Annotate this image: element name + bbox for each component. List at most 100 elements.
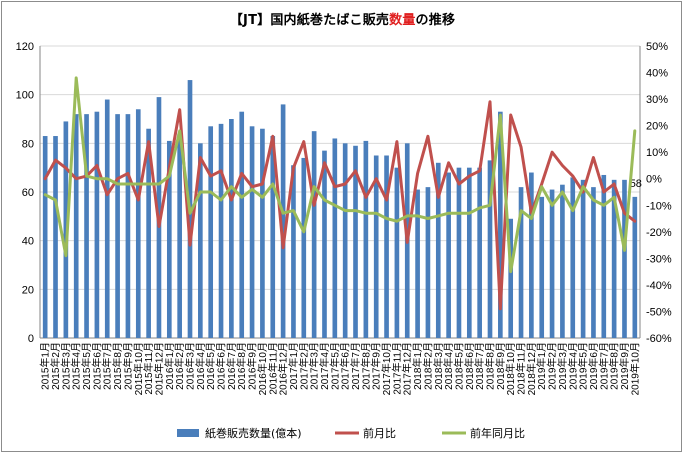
x-tick-label: 2019年6月	[587, 342, 600, 390]
bar	[446, 172, 451, 338]
bar	[208, 126, 214, 338]
x-tick-label: 2017年5月	[328, 342, 341, 390]
bar	[94, 111, 100, 338]
bar	[42, 136, 48, 338]
x-tick-label: 2019年9月	[618, 342, 631, 390]
x-tick-label: 2019年1月	[535, 342, 548, 390]
bar	[260, 128, 265, 338]
bar	[291, 165, 296, 338]
x-tick-label: 2017年10月	[380, 342, 393, 395]
bar	[322, 150, 327, 338]
bar	[218, 123, 224, 338]
x-tick-label: 2017年8月	[359, 342, 372, 390]
bar	[570, 177, 576, 338]
x-tick-label: 2017年1月	[287, 342, 300, 390]
y-left-tick-label: 20	[22, 284, 34, 296]
y-left-tick-label: 120	[16, 41, 34, 53]
bar	[477, 167, 482, 338]
bar	[270, 136, 276, 338]
bar	[611, 179, 617, 338]
y-left-tick-label: 80	[22, 138, 34, 150]
x-tick-label: 2019年10月	[628, 342, 641, 395]
y-right-tick-label: 20%	[646, 121, 668, 133]
bar	[146, 128, 151, 338]
bar	[239, 111, 245, 338]
bar	[425, 187, 431, 338]
y-right-tick-label: -50%	[646, 306, 672, 318]
x-tick-label: 2018年8月	[484, 342, 497, 390]
x-tick-label: 2018年1月	[411, 342, 424, 390]
legend-swatch	[177, 429, 199, 437]
x-tick-label: 2019年8月	[608, 342, 621, 390]
x-tick-label: 2016年2月	[173, 342, 186, 390]
x-tick-label: 2017年11月	[390, 342, 403, 395]
legend-label: 前月比	[363, 426, 396, 440]
legend-label: 前年同月比	[470, 426, 525, 440]
bar	[115, 114, 120, 338]
x-tick-label: 2016年4月	[194, 342, 207, 390]
y-right-tick-label: -10%	[646, 200, 672, 212]
bar	[549, 189, 555, 338]
bar-data-label: 58	[630, 178, 642, 190]
x-tick-label: 2018年4月	[442, 342, 455, 390]
x-tick-label: 2015年8月	[111, 342, 124, 390]
y-right-tick-label: 30%	[646, 94, 668, 106]
x-tick-label: 2015年9月	[121, 342, 134, 390]
bar	[125, 114, 131, 338]
bar	[166, 140, 172, 338]
bar	[632, 196, 638, 338]
bar	[249, 126, 255, 338]
x-tick-label: 2017年4月	[318, 342, 331, 390]
bar	[498, 111, 503, 338]
x-tick-label: 2015年10月	[132, 342, 145, 395]
x-tick-label: 2018年9月	[494, 342, 507, 390]
x-tick-label: 2019年7月	[597, 342, 610, 390]
x-tick-label: 2018年10月	[504, 342, 517, 395]
bar	[332, 138, 338, 338]
x-tick-label: 2015年2月	[49, 342, 62, 390]
x-tick-label: 2015年12月	[152, 342, 165, 395]
series-line	[43, 100, 637, 311]
bar	[53, 136, 58, 338]
bar	[373, 155, 379, 338]
x-tick-label: 2015年5月	[80, 342, 93, 390]
bar	[539, 196, 545, 338]
bar	[84, 114, 89, 338]
x-tick-label: 2016年3月	[184, 342, 197, 390]
x-tick-label: 2017年7月	[349, 342, 362, 390]
x-tick-label: 2016年12月	[277, 342, 290, 395]
y-right-tick-label: 0%	[646, 174, 662, 186]
y-left-tick-label: 40	[22, 236, 34, 248]
bar	[415, 189, 420, 338]
x-tick-label: 2018年12月	[525, 342, 538, 395]
bar	[384, 155, 389, 338]
x-tick-label: 2019年4月	[566, 342, 579, 390]
bar	[135, 109, 141, 339]
y-right-tick-label: 50%	[646, 41, 668, 53]
x-tick-label: 2018年7月	[473, 342, 486, 390]
bar	[342, 143, 348, 338]
y-right-tick-label: -60%	[646, 333, 672, 345]
chart-title: 【JT】国内紙巻たばこ販売数量の推移	[229, 13, 456, 28]
x-tick-label: 2017年9月	[370, 342, 383, 390]
y-left-tick-label: 100	[16, 90, 34, 102]
x-tick-label: 2019年2月	[546, 342, 559, 390]
bar	[591, 187, 596, 338]
x-tick-label: 2018年3月	[432, 342, 445, 390]
x-tick-label: 2016年8月	[235, 342, 248, 390]
y-right-tick-label: -40%	[646, 280, 672, 292]
x-tick-label: 2015年7月	[101, 342, 114, 390]
bar	[198, 143, 203, 338]
x-tick-label: 2016年1月	[163, 342, 176, 390]
bar	[529, 172, 534, 338]
x-tick-label: 2018年2月	[421, 342, 434, 390]
bar	[63, 121, 69, 338]
x-tick-label: 2016年5月	[204, 342, 217, 390]
bar	[353, 145, 358, 338]
legend-label: 紙巻販売数量(億本)	[205, 426, 302, 440]
x-tick-label: 2019年3月	[556, 342, 569, 390]
bar	[177, 133, 182, 338]
x-tick-label: 2015年6月	[90, 342, 103, 390]
bar	[363, 140, 369, 338]
